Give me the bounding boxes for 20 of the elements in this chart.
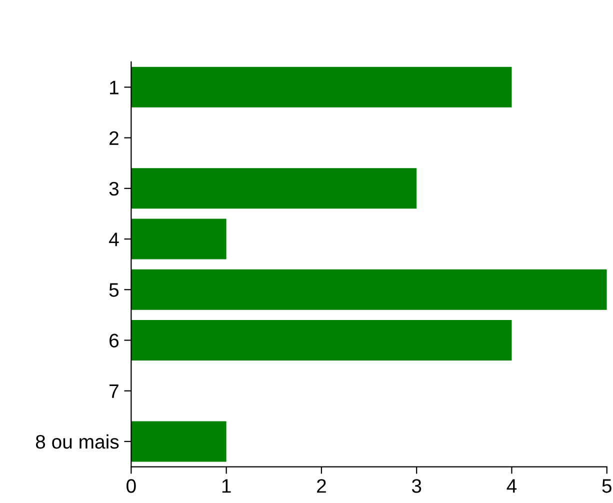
y-tick-label: 8 ou mais	[36, 434, 119, 449]
x-tick-label: 0	[126, 479, 136, 493]
x-tick-label: 1	[222, 479, 231, 493]
y-tick-label: 5	[109, 283, 119, 297]
y-tick-label: 4	[109, 232, 119, 246]
bar	[131, 66, 512, 108]
y-tick-label: 1	[110, 80, 118, 94]
x-tick-label: 5	[602, 479, 612, 493]
bar	[131, 269, 607, 310]
bar	[131, 421, 226, 462]
x-tick-label: 3	[412, 479, 422, 493]
bar	[131, 168, 417, 209]
y-tick-label: 7	[110, 384, 118, 398]
x-tick-label: 4	[506, 479, 517, 493]
bar	[131, 218, 226, 260]
bar	[131, 320, 512, 360]
y-tick-label: 3	[109, 182, 119, 196]
y-tick-label: 2	[110, 131, 118, 145]
y-tick-label: 6	[110, 334, 119, 348]
x-tick-label: 2	[317, 479, 326, 493]
